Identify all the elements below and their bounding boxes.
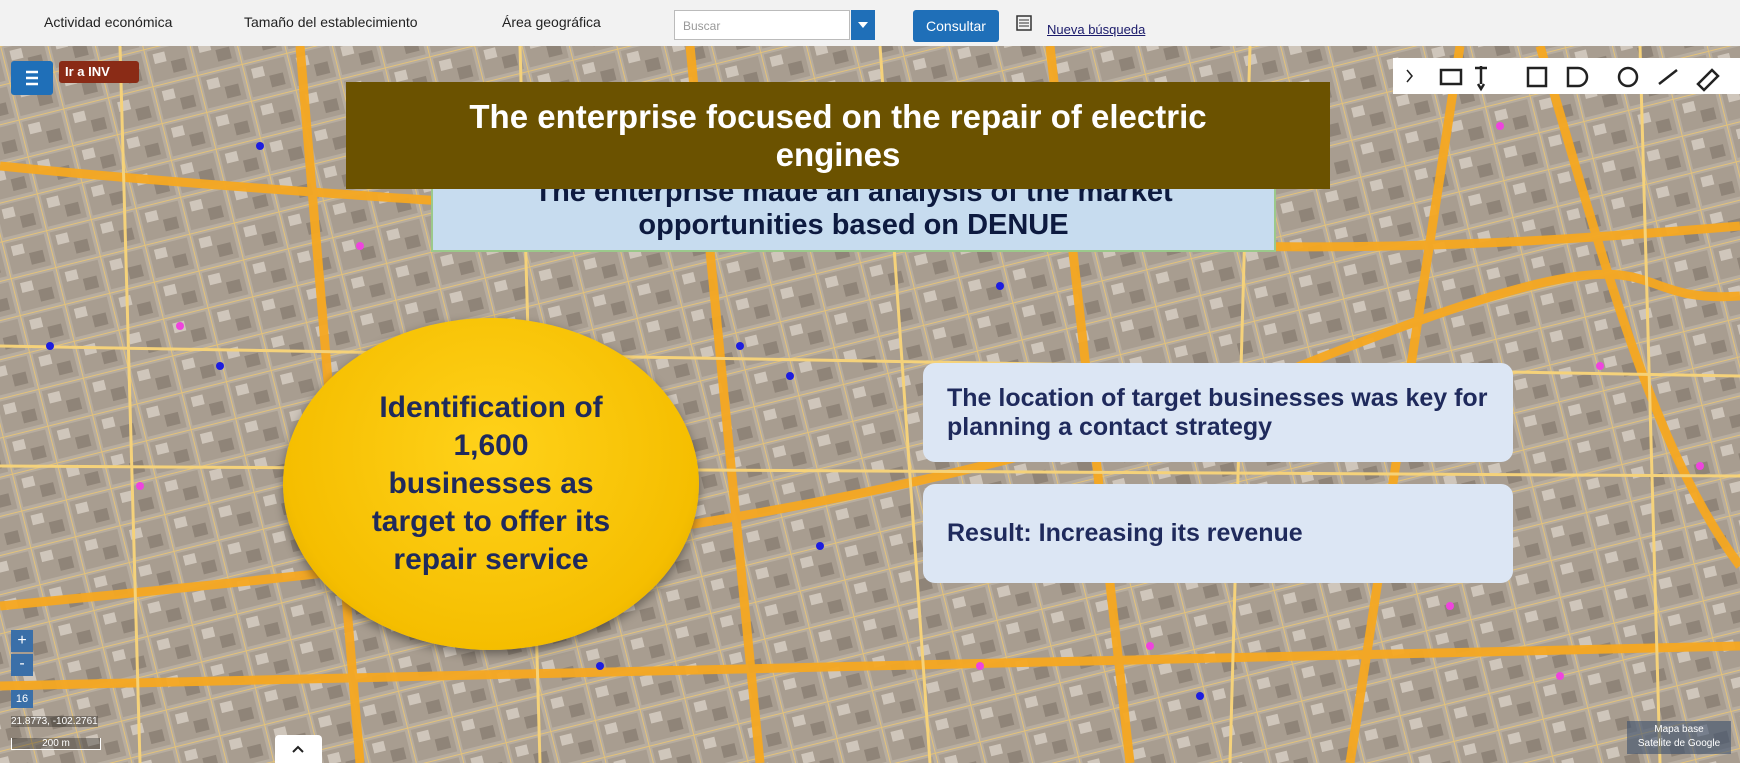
menu-item[interactable]: Área geográfica [502, 14, 601, 30]
search-input[interactable]: Buscar [674, 10, 850, 40]
home-link[interactable]: Ir a INV [59, 61, 139, 83]
list-icon [1015, 14, 1033, 32]
coordinates: 21.8773, -102.2761 [11, 716, 98, 727]
highlight-line: Identification of [379, 389, 602, 427]
zoom-in[interactable]: + [11, 630, 33, 652]
toolbar: Actividad económica Tamaño del estableci… [0, 0, 1740, 47]
zoom-out[interactable]: - [11, 654, 33, 676]
menu-item[interactable]: Tamaño del establecimiento [244, 14, 418, 30]
map: Ir a INV The enterprise made an analysis… [0, 46, 1740, 763]
dropdown-icon [851, 10, 875, 40]
menu-button[interactable] [11, 61, 53, 95]
basemap-control[interactable]: Mapa base Satelite de Google [1627, 721, 1731, 754]
collapse-button[interactable] [275, 735, 322, 763]
zoom-level: 16 [11, 690, 33, 708]
page: Actividad económica Tamaño del estableci… [0, 0, 1740, 763]
highlight-line: target to offer its [372, 503, 610, 541]
title-banner: The enterprise focused on the repair of … [346, 82, 1330, 189]
point-box: The location of target businesses was ke… [923, 363, 1513, 462]
menu-icon [11, 61, 53, 95]
highlight-line: businesses as [388, 465, 593, 503]
consultar-button[interactable]: Consultar [913, 10, 999, 42]
map-tools [1393, 58, 1740, 94]
basemap-label: Mapa base [1627, 723, 1731, 737]
scale-bar: 200 m [11, 738, 101, 750]
highlight-ellipse: Identification of 1,600 businesses as ta… [283, 318, 699, 650]
dropdown-button[interactable] [851, 10, 875, 40]
point-box: Result: Increasing its revenue [923, 484, 1513, 583]
new-search-link[interactable]: Nueva búsqueda [1047, 22, 1145, 37]
menu-item[interactable]: Actividad económica [44, 14, 172, 30]
basemap-name: Satelite de Google [1627, 737, 1731, 751]
highlight-line: repair service [393, 541, 588, 579]
highlight-line: 1,600 [453, 427, 528, 465]
chevron-icon [275, 735, 322, 763]
